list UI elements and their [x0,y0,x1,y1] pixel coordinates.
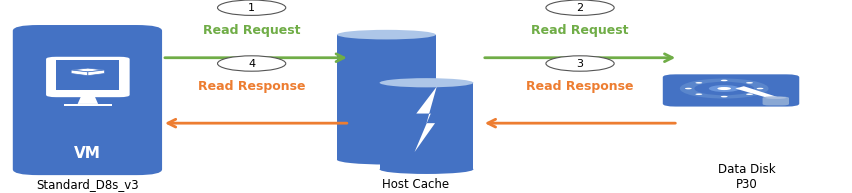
Circle shape [545,56,613,71]
Circle shape [746,93,752,95]
Circle shape [679,79,768,99]
FancyBboxPatch shape [13,25,162,175]
Polygon shape [78,96,98,104]
Polygon shape [379,83,473,169]
Ellipse shape [379,165,473,174]
Polygon shape [414,87,436,152]
Polygon shape [734,86,777,99]
Ellipse shape [337,155,435,165]
Text: 3: 3 [576,58,583,69]
Circle shape [694,82,753,95]
Text: Data Disk: Data Disk [717,163,774,176]
Text: P30: P30 [734,178,757,191]
FancyBboxPatch shape [46,57,130,97]
Text: 2: 2 [576,3,583,13]
Circle shape [694,93,701,95]
Polygon shape [64,104,112,106]
Text: 4: 4 [248,58,255,69]
Ellipse shape [764,97,786,99]
Ellipse shape [379,78,473,87]
Circle shape [217,56,285,71]
FancyBboxPatch shape [56,60,119,90]
Circle shape [684,88,691,89]
Circle shape [717,87,730,90]
Polygon shape [71,68,105,72]
Circle shape [694,82,701,84]
FancyBboxPatch shape [662,74,798,107]
Text: Host Cache: Host Cache [382,178,448,191]
Circle shape [545,0,613,15]
Text: 1: 1 [248,3,255,13]
Text: Read Request: Read Request [203,24,300,37]
Polygon shape [337,35,435,160]
Polygon shape [88,70,105,76]
Circle shape [720,80,727,81]
Circle shape [746,82,752,84]
Text: Read Response: Read Response [526,80,633,93]
Circle shape [720,96,727,97]
Ellipse shape [337,30,435,39]
Text: Standard_D8s_v3: Standard_D8s_v3 [37,178,139,191]
Text: VM: VM [74,146,101,162]
Text: Read Response: Read Response [198,80,305,93]
Circle shape [217,0,285,15]
Polygon shape [71,70,88,76]
Text: Read Request: Read Request [531,24,628,37]
Circle shape [756,88,763,89]
FancyBboxPatch shape [762,97,788,105]
Circle shape [708,85,739,92]
